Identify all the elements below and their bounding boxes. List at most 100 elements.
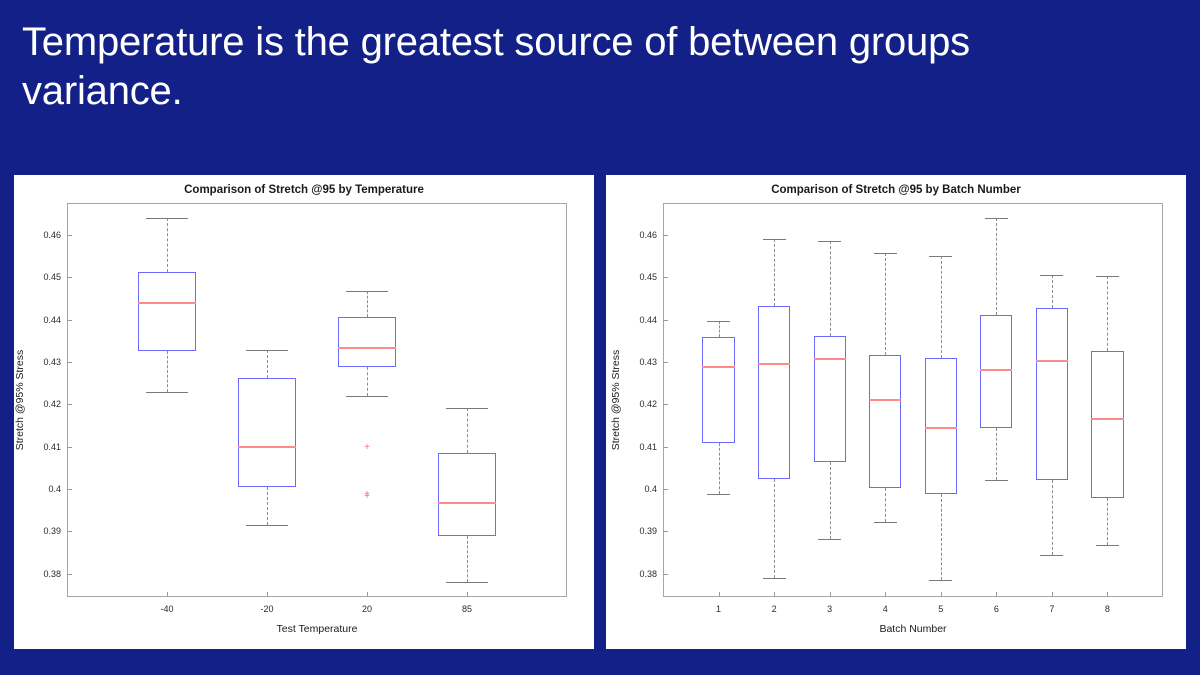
box-plot-box [980, 315, 1013, 429]
plot-area-temperature [67, 203, 567, 597]
y-axis-tick-label: 0.44 [639, 314, 657, 325]
x-axis-tick-mark [941, 592, 942, 597]
box-whisker-upper [167, 217, 168, 272]
y-axis-tick-mark [663, 277, 668, 278]
box-plot-box [238, 377, 296, 487]
y-axis-tick-mark [67, 362, 72, 363]
y-axis-tick-label: 0.42 [639, 399, 657, 410]
box-median-line [758, 362, 791, 365]
box-plot-box [758, 305, 791, 480]
box-whisker-lower [830, 462, 831, 539]
box-whisker-upper [774, 239, 775, 306]
box-whisker-upper [941, 255, 942, 359]
box-whisker-cap-upper [873, 253, 897, 254]
y-axis-tick-label: 0.42 [43, 399, 61, 410]
y-axis-tick-mark [67, 531, 72, 532]
x-axis-title: Batch Number [879, 623, 947, 635]
plot-area-batch [663, 203, 1163, 597]
box-whisker-cap-upper [706, 321, 731, 322]
y-axis-tick-label: 0.44 [43, 314, 61, 325]
box-whisker-lower [885, 488, 886, 522]
y-axis-tick-label: 0.46 [43, 229, 61, 240]
x-axis-tick-mark [367, 592, 368, 597]
box-whisker-cap-upper [346, 291, 388, 292]
box-whisker-cap-lower [346, 396, 388, 397]
box-plot-box [338, 316, 396, 367]
y-axis-tick-label: 0.45 [43, 272, 61, 283]
box-median-line [1091, 418, 1124, 421]
box-whisker-upper [267, 350, 268, 378]
box-plot-box [1091, 351, 1124, 499]
box-median-line [813, 358, 846, 361]
box-median-line [980, 368, 1013, 371]
box-plot-box [138, 271, 196, 352]
box-whisker-cap-upper [762, 239, 786, 240]
y-axis-tick-label: 0.43 [639, 356, 657, 367]
x-axis-tick-label: -20 [260, 604, 274, 614]
box-median-line [924, 427, 957, 430]
x-axis-tick-mark [885, 592, 886, 597]
box-plot-box [438, 452, 496, 537]
box-whisker-lower [774, 479, 775, 578]
y-axis-tick-label: 0.39 [639, 526, 657, 537]
x-axis-tick-label: -40 [160, 604, 174, 614]
box-outlier-marker: + [364, 441, 370, 453]
y-axis-tick-label: 0.41 [639, 441, 657, 452]
y-axis-tick-mark [663, 447, 668, 448]
box-whisker-lower [367, 366, 368, 396]
box-whisker-cap-upper [818, 241, 842, 242]
box-whisker-cap-lower [446, 582, 488, 583]
x-axis-title: Test Temperature [276, 623, 358, 635]
box-whisker-lower [996, 428, 997, 480]
y-axis-tick-mark [67, 489, 72, 490]
y-axis-tick-mark [663, 235, 668, 236]
y-axis-tick-mark [67, 447, 72, 448]
x-axis-tick-mark [996, 592, 997, 597]
box-plot-box [1035, 308, 1068, 480]
x-axis-tick-label: 4 [882, 604, 888, 614]
y-axis-title: Stretch @95% Stress [610, 349, 622, 451]
x-axis-tick-mark [167, 592, 168, 597]
box-median-line [1035, 359, 1068, 362]
box-whisker-cap-lower [984, 480, 1008, 481]
box-outlier-marker: + [364, 489, 370, 501]
box-whisker-cap-upper [1040, 275, 1064, 276]
box-whisker-lower [167, 351, 168, 393]
y-axis-tick-mark [67, 404, 72, 405]
box-median-line [238, 446, 296, 449]
x-axis-tick-label: 1 [716, 604, 722, 614]
x-axis-tick-mark [774, 592, 775, 597]
box-whisker-cap-upper [929, 256, 953, 257]
y-axis-tick-mark [67, 277, 72, 278]
x-axis-tick-mark [467, 592, 468, 597]
box-whisker-cap-upper [446, 408, 488, 409]
box-whisker-cap-lower [1095, 545, 1120, 546]
box-whisker-upper [367, 291, 368, 317]
box-median-line [869, 398, 902, 401]
y-axis-tick-label: 0.45 [639, 272, 657, 283]
box-whisker-cap-lower [706, 494, 731, 495]
box-plot-box [924, 358, 957, 495]
y-axis-tick-label: 0.4 [644, 483, 657, 494]
box-whisker-lower [1052, 479, 1053, 556]
box-whisker-upper [885, 252, 886, 356]
y-axis-tick-label: 0.38 [43, 568, 61, 579]
box-whisker-cap-upper [984, 218, 1008, 219]
y-axis-tick-label: 0.38 [639, 568, 657, 579]
box-whisker-lower [1107, 498, 1108, 545]
box-whisker-upper [996, 217, 997, 316]
y-axis-tick-label: 0.4 [48, 483, 61, 494]
y-axis-tick-mark [663, 489, 668, 490]
x-axis-tick-label: 8 [1104, 604, 1110, 614]
y-axis-tick-mark [67, 320, 72, 321]
box-whisker-cap-upper [1095, 276, 1120, 277]
box-whisker-cap-lower [1040, 555, 1064, 556]
y-axis-tick-mark [663, 531, 668, 532]
box-whisker-upper [1107, 276, 1108, 352]
y-axis-title: Stretch @95% Stress [14, 349, 26, 451]
y-axis-tick-mark [663, 404, 668, 405]
x-axis-tick-label: 85 [461, 604, 473, 614]
x-axis-tick-mark [267, 592, 268, 597]
box-median-line [438, 502, 496, 505]
